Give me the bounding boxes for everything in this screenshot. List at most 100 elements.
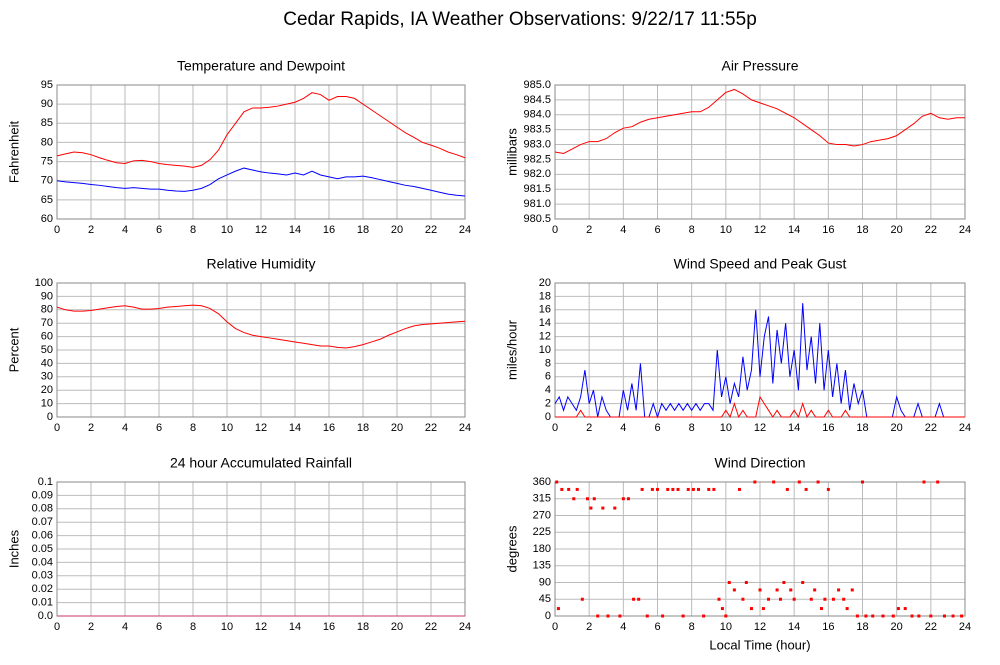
- x-tick-label: 16: [323, 224, 335, 236]
- y-tick-label: 45: [539, 593, 551, 605]
- data-line: [554, 88, 965, 155]
- y-tick-label: 0.04: [32, 556, 53, 568]
- data-point: [951, 614, 955, 618]
- data-line: [554, 303, 965, 419]
- y-tick-label: 65: [41, 194, 53, 206]
- data-point: [910, 614, 914, 618]
- y-tick-label: 0.05: [32, 543, 53, 555]
- data-point: [712, 487, 716, 491]
- data-point: [809, 597, 813, 601]
- x-tick-label: 24: [959, 422, 971, 434]
- x-tick-label: 10: [720, 422, 732, 434]
- y-axis-label: Fahrenheit: [6, 121, 21, 184]
- data-point: [697, 487, 700, 491]
- x-tick-label: 14: [788, 621, 800, 633]
- x-tick-label: 22: [925, 224, 937, 236]
- data-point: [560, 487, 564, 491]
- data-point: [772, 480, 776, 484]
- data-point: [555, 480, 559, 484]
- y-tick-label: 90: [539, 576, 551, 588]
- chart-title: Temperature and Dewpoint: [177, 58, 345, 74]
- data-point: [671, 487, 675, 491]
- y-tick-label: 0.09: [32, 489, 53, 501]
- data-point: [792, 597, 796, 601]
- x-tick-label: 24: [459, 422, 471, 434]
- data-point: [896, 607, 900, 611]
- data-point: [749, 607, 753, 611]
- x-tick-label: 4: [122, 621, 128, 633]
- y-tick-label: 2: [545, 398, 551, 410]
- data-point: [929, 614, 933, 618]
- x-tick-label: 8: [190, 621, 196, 633]
- y-tick-label: 135: [533, 560, 551, 572]
- y-axis-label: Inches: [6, 529, 21, 568]
- data-point: [779, 597, 782, 601]
- data-point: [850, 588, 854, 592]
- x-tick-label: 18: [856, 621, 868, 633]
- x-tick-label: 8: [190, 224, 196, 236]
- data-point: [575, 487, 579, 491]
- data-point: [855, 614, 859, 618]
- data-point: [717, 597, 721, 601]
- data-point: [585, 497, 589, 501]
- chart-title: Air Pressure: [721, 58, 798, 74]
- chart-title: 24 hour Accumulated Rainfall: [170, 455, 352, 471]
- x-tick-label: 24: [959, 224, 971, 236]
- x-tick-label: 8: [689, 224, 695, 236]
- y-tick-label: 982.5: [523, 153, 551, 165]
- data-point: [572, 497, 576, 501]
- x-tick-label: 24: [459, 224, 471, 236]
- data-point: [707, 487, 711, 491]
- data-point: [943, 614, 946, 618]
- x-tick-label: 2: [88, 422, 94, 434]
- x-tick-label: 0: [54, 621, 60, 633]
- x-tick-label: 6: [654, 224, 660, 236]
- y-tick-label: 0: [545, 411, 551, 423]
- x-tick-label: 10: [221, 422, 233, 434]
- x-tick-label: 24: [459, 621, 471, 633]
- x-tick-label: 22: [925, 422, 937, 434]
- y-tick-label: 18: [539, 290, 551, 302]
- data-point: [936, 480, 940, 484]
- x-tick-label: 14: [289, 422, 301, 434]
- y-tick-label: 982.0: [523, 168, 551, 180]
- data-point: [831, 597, 835, 601]
- data-point: [917, 614, 921, 618]
- data-point: [842, 597, 846, 601]
- y-tick-label: 90: [41, 98, 53, 110]
- data-line: [56, 92, 466, 168]
- x-tick-label: 16: [323, 422, 335, 434]
- y-tick-label: 180: [533, 543, 551, 555]
- data-point: [632, 597, 636, 601]
- data-point: [567, 487, 571, 491]
- data-point: [691, 487, 695, 491]
- data-point: [613, 506, 617, 510]
- page-title: Cedar Rapids, IA Weather Observations: 9…: [283, 9, 757, 30]
- data-point: [637, 597, 641, 601]
- data-point: [837, 588, 841, 592]
- y-tick-label: 50: [41, 344, 53, 356]
- data-point: [741, 597, 745, 601]
- plot-frame: [56, 84, 466, 220]
- data-point: [720, 607, 724, 611]
- x-tick-label: 14: [788, 422, 800, 434]
- data-point: [804, 487, 808, 491]
- chart-title: Wind Direction: [714, 455, 805, 471]
- x-tick-label: 10: [720, 224, 732, 236]
- y-axis-label: miles/hour: [504, 319, 519, 380]
- y-tick-label: 983.0: [523, 138, 551, 150]
- y-tick-label: 4: [545, 384, 551, 396]
- data-point: [727, 581, 731, 584]
- y-tick-label: 0.01: [32, 597, 53, 609]
- x-tick-label: 10: [720, 621, 732, 633]
- data-point: [596, 614, 600, 618]
- data-point: [871, 614, 875, 618]
- x-tick-label: 0: [54, 224, 60, 236]
- data-point: [681, 614, 685, 618]
- y-tick-label: 6: [545, 371, 551, 383]
- y-tick-label: 75: [41, 155, 53, 167]
- x-tick-label: 18: [856, 224, 868, 236]
- x-tick-label: 18: [357, 621, 369, 633]
- y-tick-label: 270: [533, 509, 551, 521]
